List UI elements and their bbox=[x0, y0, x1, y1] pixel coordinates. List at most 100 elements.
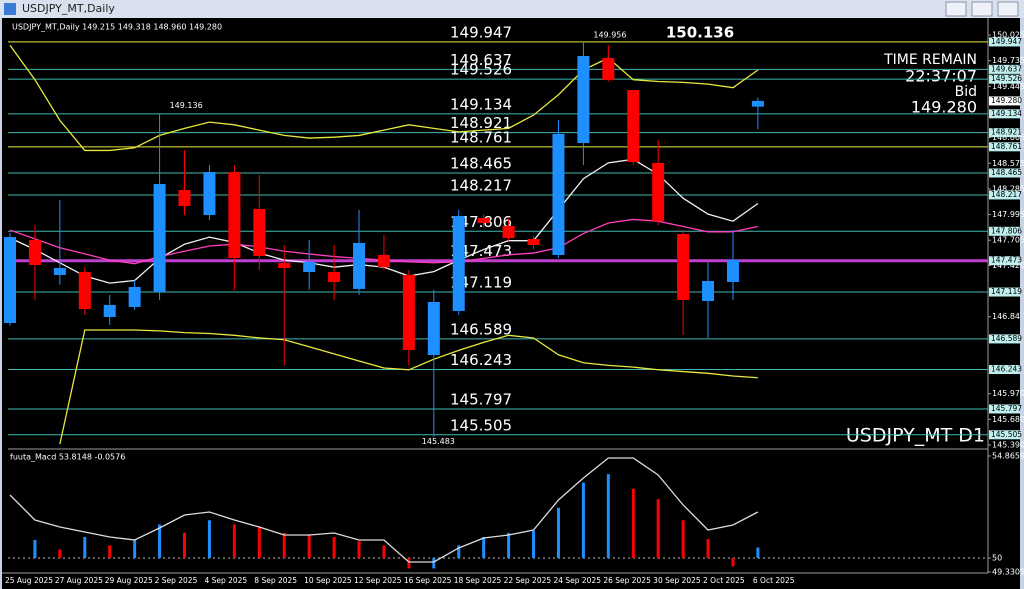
y-tick-label: 148.865 bbox=[992, 133, 1024, 142]
y-tick-label: 147.420 bbox=[992, 261, 1024, 270]
level-box bbox=[989, 74, 1020, 84]
histogram-bar bbox=[207, 520, 211, 558]
histogram-bar bbox=[432, 557, 436, 569]
histogram-bar bbox=[232, 524, 236, 558]
level-box bbox=[989, 430, 1020, 440]
level-label: 148.465 bbox=[450, 155, 512, 173]
x-tick-label: 27 Aug 2025 bbox=[55, 576, 103, 585]
level-box-label: 148.217 bbox=[991, 190, 1022, 199]
level-box-label: 148.761 bbox=[991, 142, 1022, 151]
candle-body bbox=[278, 263, 291, 268]
level-box bbox=[989, 404, 1020, 414]
level-label: 149.637 bbox=[450, 51, 512, 69]
minimize-button[interactable] bbox=[945, 1, 967, 17]
y-tick-label: 49.3305 bbox=[992, 568, 1024, 577]
x-tick-label: 25 Aug 2025 bbox=[5, 576, 53, 585]
extreme-label: 149.956 bbox=[593, 31, 626, 40]
level-box-label: 147.119 bbox=[991, 287, 1022, 296]
x-tick-label: 22 Sep 2025 bbox=[504, 576, 552, 585]
level-label: 149.134 bbox=[450, 95, 512, 113]
y-tick-label: 147.995 bbox=[992, 210, 1024, 219]
histogram-bar bbox=[307, 534, 311, 558]
x-tick-label: 8 Sep 2025 bbox=[254, 576, 297, 585]
window-icon bbox=[4, 3, 16, 15]
candle-body bbox=[702, 280, 715, 301]
candle-body bbox=[751, 100, 764, 107]
level-label: 149.947 bbox=[450, 23, 512, 41]
indicator-line bbox=[9, 44, 759, 152]
histogram-bar bbox=[108, 545, 112, 558]
level-label: 148.217 bbox=[450, 176, 512, 194]
level-box-label: 147.473 bbox=[991, 256, 1022, 265]
x-tick-label: 2 Oct 2025 bbox=[703, 576, 745, 585]
candle-body bbox=[4, 237, 16, 324]
symbol-label: USDJPY_MT D1 bbox=[846, 425, 985, 447]
histogram-bar bbox=[83, 537, 87, 558]
histogram-bar bbox=[756, 547, 760, 558]
x-tick-label: 26 Sep 2025 bbox=[603, 576, 651, 585]
candle-body bbox=[502, 225, 515, 239]
level-box bbox=[989, 287, 1020, 297]
y-tick-label: 148.575 bbox=[992, 159, 1024, 168]
histogram-bar bbox=[482, 537, 486, 558]
x-tick-label: 12 Sep 2025 bbox=[354, 576, 402, 585]
chart-header: USDJPY_MT,Daily 149.215 149.318 148.960 … bbox=[12, 23, 222, 32]
candle-body bbox=[452, 215, 465, 311]
level-label: 145.505 bbox=[450, 416, 512, 434]
candle-body bbox=[577, 55, 590, 144]
chart-area bbox=[2, 18, 1020, 589]
level-box bbox=[989, 142, 1020, 152]
histogram-bar bbox=[133, 539, 137, 558]
title-bar bbox=[0, 0, 1024, 18]
candle-body bbox=[203, 172, 216, 216]
histogram-bar bbox=[532, 530, 536, 558]
maximize-button[interactable] bbox=[971, 1, 993, 17]
level-box-label: 149.947 bbox=[991, 37, 1022, 46]
histogram-bar bbox=[606, 474, 610, 558]
y-tick-label: 145.390 bbox=[992, 440, 1024, 449]
y-tick-label: 149.735 bbox=[992, 56, 1024, 65]
level-box bbox=[989, 168, 1020, 178]
bid-value: 149.280 bbox=[911, 98, 977, 117]
candle-body bbox=[328, 271, 341, 282]
level-box-label: 149.526 bbox=[991, 74, 1022, 83]
level-box-label: 145.797 bbox=[991, 404, 1022, 413]
candle-body bbox=[303, 261, 316, 272]
candle-body bbox=[527, 238, 540, 245]
candle-body bbox=[477, 218, 490, 223]
level-box bbox=[989, 190, 1020, 200]
y-tick-label: 145.970 bbox=[992, 389, 1024, 398]
histogram-bar bbox=[507, 532, 511, 558]
candle-body bbox=[677, 234, 690, 301]
candle-body bbox=[627, 90, 640, 163]
histogram-bar bbox=[556, 507, 560, 558]
histogram-bar bbox=[58, 549, 62, 558]
x-tick-label: 24 Sep 2025 bbox=[553, 576, 601, 585]
level-box-label: 149.134 bbox=[991, 109, 1022, 118]
x-tick-label: 2 Sep 2025 bbox=[155, 576, 198, 585]
bid-box-label: 149.280 bbox=[991, 96, 1022, 105]
histogram-bar bbox=[158, 524, 162, 558]
candle-body bbox=[402, 274, 415, 350]
candle-body bbox=[178, 189, 191, 206]
level-box bbox=[989, 109, 1020, 119]
level-label: 148.761 bbox=[450, 128, 512, 146]
level-box bbox=[989, 37, 1020, 47]
extreme-label: 145.483 bbox=[422, 437, 455, 446]
histogram-bar bbox=[631, 488, 635, 558]
level-label: 149.526 bbox=[450, 61, 512, 79]
time-remain-label: TIME REMAIN bbox=[883, 52, 977, 68]
level-label: 145.797 bbox=[450, 390, 512, 408]
histogram-bar bbox=[681, 520, 685, 558]
level-box bbox=[989, 64, 1020, 74]
candle-body bbox=[552, 134, 565, 255]
close-button[interactable] bbox=[997, 1, 1019, 17]
x-tick-label: 18 Sep 2025 bbox=[454, 576, 502, 585]
candle-body bbox=[726, 259, 739, 282]
level-box bbox=[989, 334, 1020, 344]
macd-line bbox=[9, 457, 759, 563]
histogram-bar bbox=[731, 557, 735, 567]
level-box bbox=[989, 226, 1020, 236]
x-tick-label: 4 Sep 2025 bbox=[204, 576, 247, 585]
